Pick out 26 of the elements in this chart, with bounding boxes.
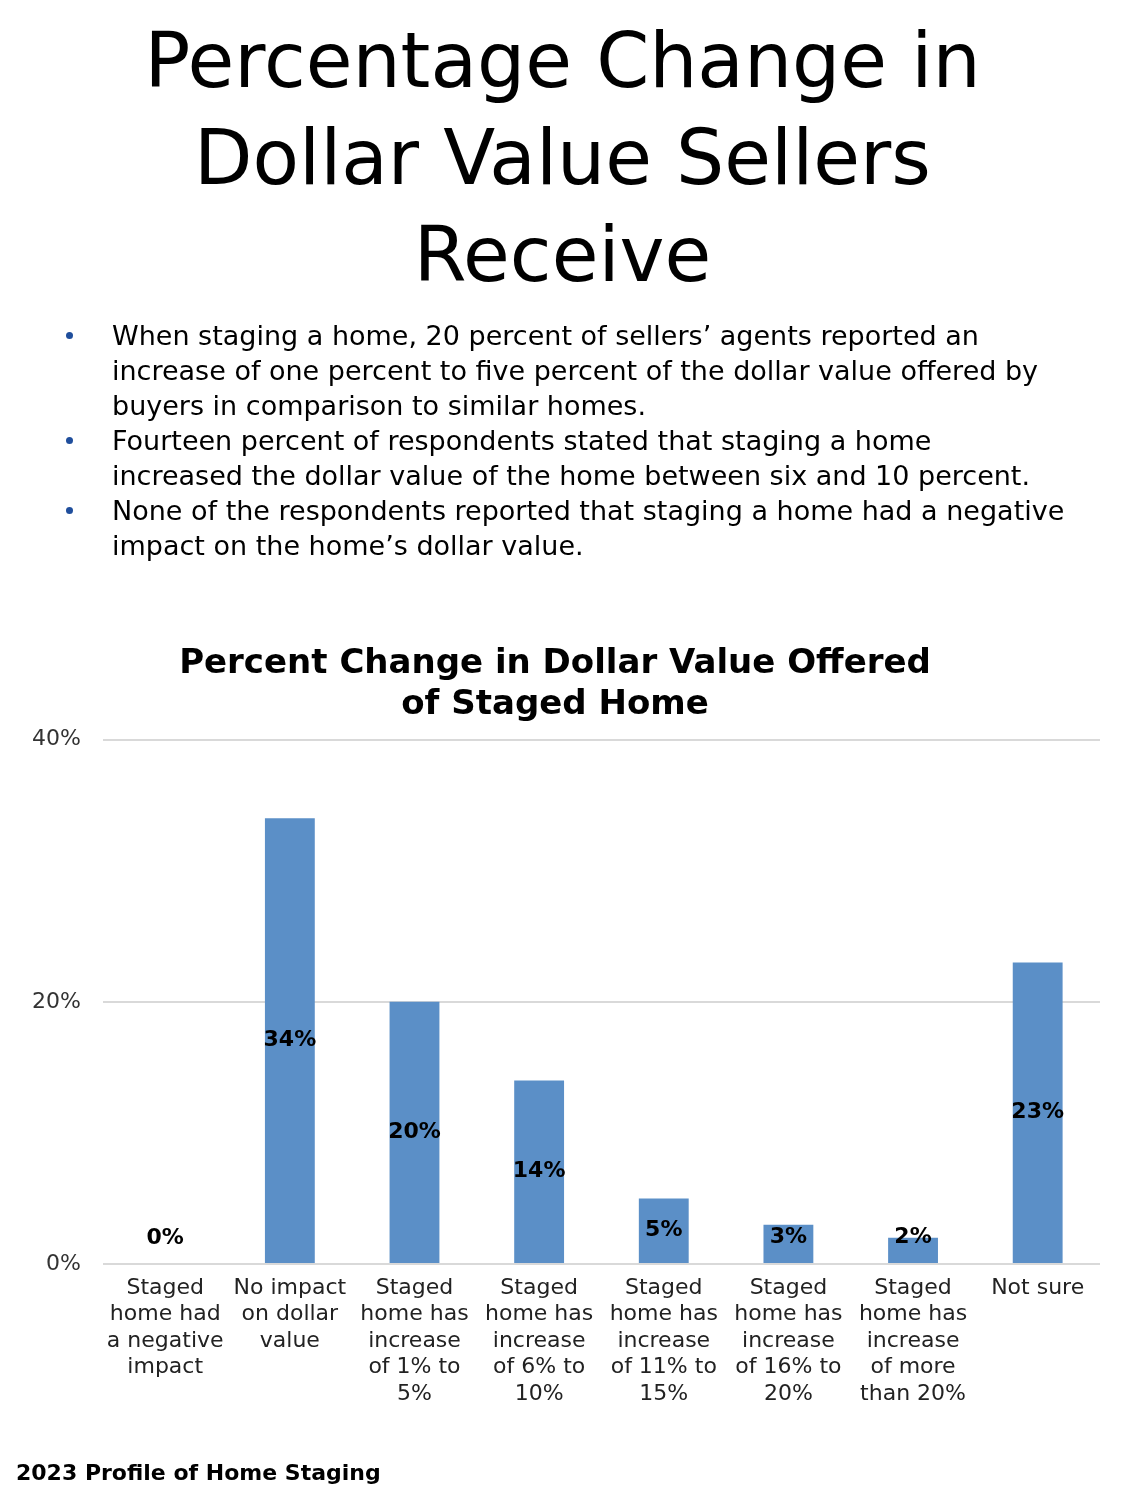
- x-tick-label: No impact on dollar value: [233, 1273, 347, 1352]
- x-tick-label: Staged home has increase of 11% to 15%: [609, 1273, 718, 1405]
- x-tick-label: Staged home has increase of more than 20%: [858, 1273, 968, 1405]
- text: Fourteen percent of respondents stated that staging a home increased the dollar value of the home between six and 10 percent.: [111, 424, 1032, 493]
- data-label: 0%: [146, 1223, 184, 1249]
- chart-subtitle: Percent Change in Dollar Value Offered of Staged Home: [179, 641, 931, 723]
- bar: [514, 1080, 565, 1263]
- data-label: 20%: [388, 1118, 441, 1144]
- bar: [264, 818, 315, 1263]
- bar: [638, 1198, 689, 1263]
- text: When staging a home, 20 percent of sellers’ agents reported an increase of one percent to five percent of the dollar value offered by buyers in comparison to similar homes.: [111, 319, 1040, 423]
- y-tick-label: 40%: [31, 725, 81, 751]
- x-tick-label: Staged home has increase of 6% to 10%: [485, 1273, 594, 1405]
- data-label: 5%: [645, 1216, 683, 1242]
- x-tick-label: Staged home has increase of 16% to 20%: [734, 1273, 843, 1405]
- bar: [389, 1001, 440, 1263]
- data-label: 3%: [769, 1222, 808, 1248]
- y-tick-label: 20%: [31, 987, 81, 1013]
- x-tick-label: Staged home has increase of 1% to 5%: [360, 1273, 469, 1405]
- y-tick-label: 0%: [45, 1249, 81, 1275]
- bar: [1012, 962, 1063, 1263]
- x-tick-label: Staged home had a negative impact: [106, 1273, 224, 1379]
- x-tick-label: Not sure: [991, 1273, 1085, 1299]
- text: None of the respondents reported that staging a home had a negative impact on the home’s dollar value.: [111, 494, 1066, 563]
- chart-title: Percentage Change in Dollar Value Sellers Receive: [143, 15, 982, 301]
- text: 2023 Profile of Home Staging: [16, 1460, 381, 1485]
